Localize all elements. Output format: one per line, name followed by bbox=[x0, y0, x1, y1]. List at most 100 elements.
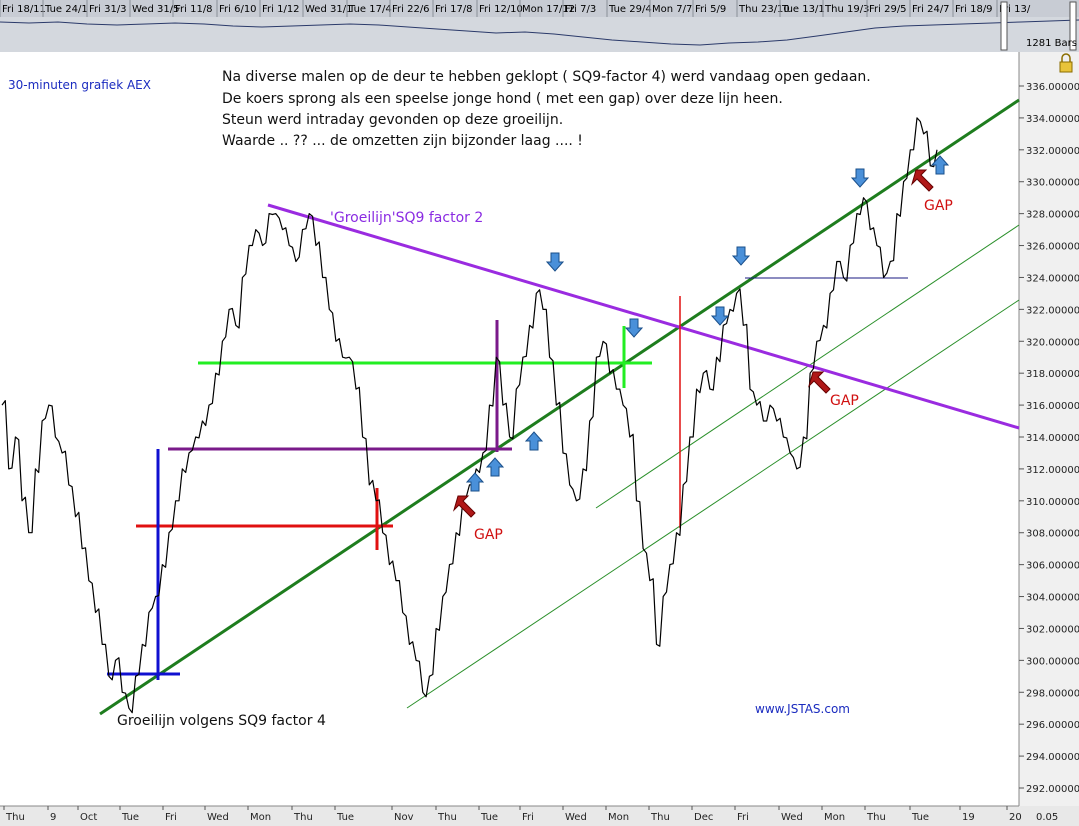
x-tick-label: Mon bbox=[824, 812, 845, 823]
x-tick-label: Nov bbox=[394, 812, 414, 823]
x-axis-ticks: Thu 9 Oct Tue Fri Wed Mon Thu Tue Nov Thu Tue Fri Wed… bbox=[3, 806, 1022, 823]
blue-up-arrow-icon bbox=[465, 472, 485, 492]
x-axis-panel bbox=[0, 806, 1079, 826]
navigator-date-label: Tue 13/1 bbox=[781, 4, 825, 15]
navigator-date-label: Mon 17/12 bbox=[522, 4, 575, 15]
gap-label-1: GAP bbox=[474, 527, 503, 543]
arrow-markers bbox=[452, 155, 950, 518]
navigator-date-label: Thu 19/3 bbox=[824, 4, 869, 15]
y-tick-label: 304.00000 bbox=[1026, 593, 1079, 604]
navigator-date-label: Wed 31/5 bbox=[132, 4, 179, 15]
comment-line-3: Steun werd intraday gevonden op deze gro… bbox=[222, 112, 563, 128]
x-tick-label: Thu bbox=[866, 812, 886, 823]
y-tick-label: 296.00000 bbox=[1026, 720, 1079, 731]
navigator-date-label: Fri 12/10 bbox=[479, 4, 523, 15]
blue-down-arrow-icon bbox=[850, 168, 870, 188]
x-tick-label: Tue bbox=[480, 812, 498, 823]
y-tick-label: 318.00000 bbox=[1026, 369, 1079, 380]
y-tick-label: 332.00000 bbox=[1026, 146, 1079, 157]
y-tick-label: 298.00000 bbox=[1026, 688, 1079, 699]
x-tick-label: Thu bbox=[293, 812, 313, 823]
comment-line-1: Na diverse malen op de deur te hebben ge… bbox=[222, 69, 871, 85]
navigator-overview-line bbox=[0, 19, 1079, 46]
y-tick-label: 316.00000 bbox=[1026, 401, 1079, 412]
red-gap-arrow-icon bbox=[807, 371, 831, 394]
navigator-date-label: Mon 7/7 bbox=[652, 4, 692, 15]
navigator-date-label: Fri 18/11 bbox=[2, 4, 46, 15]
blue-down-arrow-icon bbox=[624, 318, 644, 338]
x-tick-label: Mon bbox=[250, 812, 271, 823]
chart-title: 30-minuten grafiek AEX bbox=[8, 78, 151, 92]
x-tick-label: 19 bbox=[962, 812, 975, 823]
x-tick-label: Oct bbox=[80, 812, 97, 823]
x-tick-label: Tue bbox=[121, 812, 139, 823]
navigator-date-label: Tue 24/1 bbox=[44, 4, 88, 15]
y-tick-label: 310.00000 bbox=[1026, 497, 1079, 508]
navigator-date-label: Tue 17/4 bbox=[348, 4, 392, 15]
navigator-date-label: Tue 29/4 bbox=[608, 4, 652, 15]
navigator-left-handle[interactable] bbox=[1000, 1, 1008, 51]
purple-line-label: 'Groeilijn'SQ9 factor 2 bbox=[330, 210, 483, 226]
blue-up-arrow-icon bbox=[524, 431, 544, 451]
y-axis-panel bbox=[1019, 52, 1079, 806]
navigator-date-label: Fri 18/9 bbox=[955, 4, 993, 15]
navigator-date-label: Fri 22/6 bbox=[392, 4, 430, 15]
navigator-date-label: Fri 31/3 bbox=[89, 4, 127, 15]
blue-up-arrow-icon bbox=[485, 457, 505, 477]
blue-down-arrow-icon bbox=[731, 246, 751, 266]
green-line-label: Groeilijn volgens SQ9 factor 4 bbox=[117, 713, 326, 729]
navigator-date-label: Fri 6/10 bbox=[219, 4, 257, 15]
gap-label-2: GAP bbox=[830, 393, 859, 409]
blue-up-arrow-icon bbox=[930, 155, 950, 175]
y-tick-label: 326.00000 bbox=[1026, 242, 1079, 253]
x-tick-label: Thu bbox=[5, 812, 25, 823]
navigator-date-label: Fri 24/7 bbox=[912, 4, 950, 15]
comment-line-2: De koers sprong als een speelse jonge ho… bbox=[222, 91, 783, 107]
navigator-date-label: Fri 11/8 bbox=[175, 4, 213, 15]
y-axis-bottom-value: 0.05 bbox=[1036, 812, 1058, 823]
x-tick-label: Fri bbox=[522, 812, 534, 823]
comment-line-4: Waarde .. ?? ... de omzetten zijn bijzon… bbox=[222, 133, 583, 149]
x-tick-label: Wed bbox=[565, 812, 587, 823]
x-tick-label: Tue bbox=[336, 812, 354, 823]
x-tick-label: Dec bbox=[694, 812, 713, 823]
navigator-date-label: Fri 13/ bbox=[999, 4, 1031, 15]
x-tick-label: Wed bbox=[207, 812, 229, 823]
y-tick-label: 324.00000 bbox=[1026, 273, 1079, 284]
blue-down-arrow-icon bbox=[710, 306, 730, 326]
navigator-date-label: Wed 31/1 bbox=[305, 4, 352, 15]
x-tick-label: Thu bbox=[437, 812, 457, 823]
lock-icon[interactable] bbox=[1059, 53, 1073, 73]
y-tick-label: 292.00000 bbox=[1026, 784, 1079, 795]
navigator-date-strip bbox=[0, 0, 1079, 17]
y-tick-label: 322.00000 bbox=[1026, 305, 1079, 316]
y-axis-ticks: 336.00000 334.00000 332.00000 330.00000 328.… bbox=[1019, 82, 1079, 795]
y-tick-label: 308.00000 bbox=[1026, 529, 1079, 540]
blue-down-arrow-icon bbox=[545, 252, 565, 272]
y-tick-label: 330.00000 bbox=[1026, 178, 1079, 189]
y-tick-label: 328.00000 bbox=[1026, 210, 1079, 221]
x-tick-label: Wed bbox=[781, 812, 803, 823]
red-gap-arrow-icon bbox=[452, 495, 476, 518]
x-tick-label: Mon bbox=[608, 812, 629, 823]
y-tick-label: 314.00000 bbox=[1026, 433, 1079, 444]
x-tick-label: Tue bbox=[911, 812, 929, 823]
x-tick-label: Fri bbox=[737, 812, 749, 823]
y-tick-label: 336.00000 bbox=[1026, 82, 1079, 93]
gap-label-3: GAP bbox=[924, 198, 953, 214]
navigator-date-label: Thu 23/10 bbox=[738, 4, 790, 15]
channel-line-lower bbox=[406, 299, 1020, 709]
price-series-line bbox=[1, 117, 938, 714]
website-label[interactable]: www.JSTAS.com bbox=[755, 702, 850, 716]
red-gap-arrow-icon bbox=[910, 169, 934, 192]
navigator-date-label: Fri 17/8 bbox=[435, 4, 473, 15]
x-tick-label: Thu bbox=[650, 812, 670, 823]
y-tick-label: 334.00000 bbox=[1026, 114, 1079, 125]
x-tick-label: Fri bbox=[165, 812, 177, 823]
navigator-date-label: Fri 5/9 bbox=[695, 4, 726, 15]
navigator-right-handle[interactable] bbox=[1069, 1, 1077, 51]
